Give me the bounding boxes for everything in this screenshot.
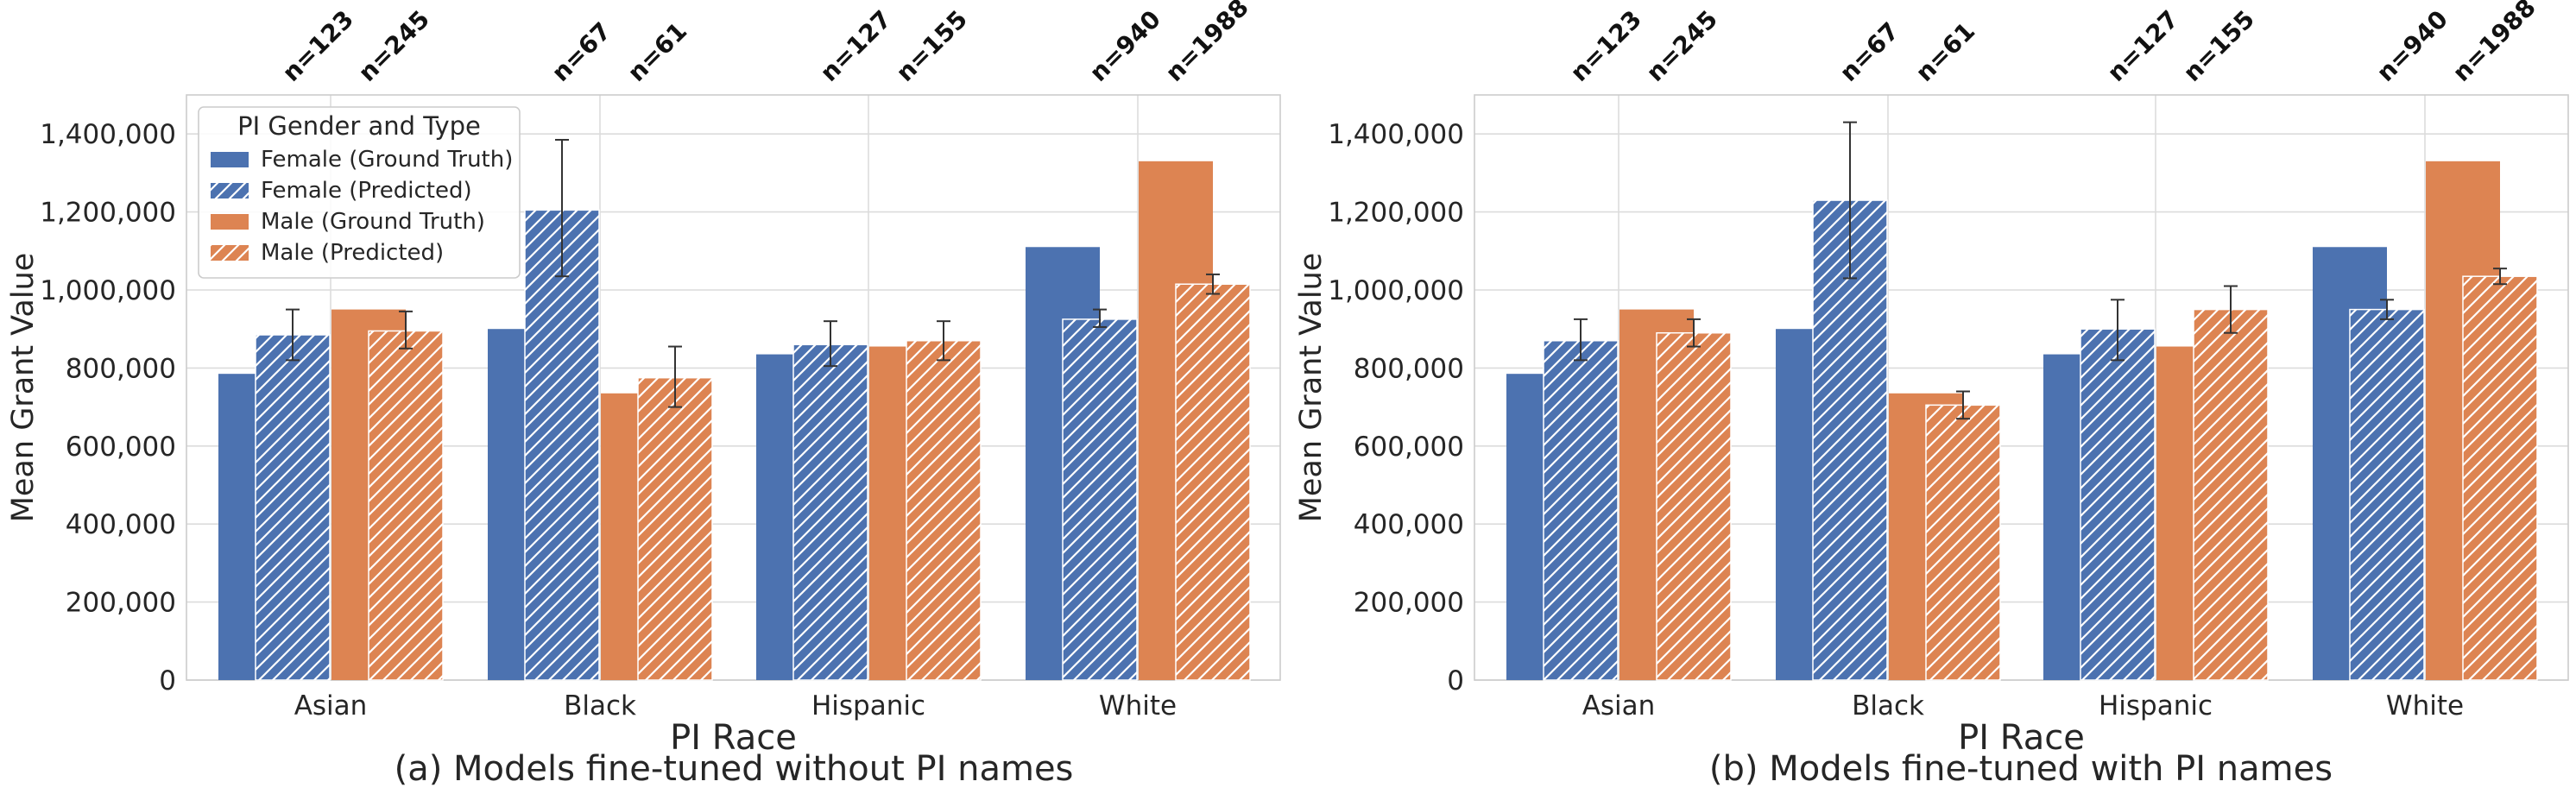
y-tick-label: 800,000 (1354, 353, 1464, 384)
x-axis-label: PI Race (670, 718, 797, 758)
sample-size-label: n=1988 (2447, 0, 2541, 87)
legend-entry-label: Female (Ground Truth) (261, 147, 513, 173)
legend-swatch (211, 214, 249, 230)
sample-size-label: n=123 (1565, 5, 1647, 87)
y-tick-label: 400,000 (1354, 509, 1464, 540)
bar-male-predicted-asian-hatch (369, 331, 443, 680)
legend-title: PI Gender and Type (237, 111, 481, 141)
y-tick-label: 1,200,000 (40, 198, 176, 229)
y-tick-label: 1,400,000 (40, 119, 176, 150)
sample-size-label: n=245 (1641, 5, 1723, 87)
x-tick-label: Hispanic (2099, 690, 2213, 722)
sample-size-label: n=155 (891, 5, 973, 87)
plot-frame (186, 94, 1281, 681)
sample-size-label: n=61 (622, 16, 693, 87)
sample-size-label: n=940 (2371, 5, 2453, 87)
y-tick-label: 1,000,000 (40, 275, 176, 306)
y-tick-label: 200,000 (66, 588, 176, 619)
x-tick-label: White (2386, 690, 2464, 722)
y-axis-label: Mean Grant Value (6, 253, 41, 523)
bar-female-predicted-black-hatch (1813, 200, 1887, 681)
bar-female-predicted-asian-hatch (1544, 340, 1618, 680)
y-axis-label: Mean Grant Value (1294, 253, 1329, 523)
sample-size-label: n=127 (815, 5, 897, 87)
y-tick-label: 400,000 (66, 509, 176, 540)
legend-entry-label: Female (Predicted) (261, 178, 472, 204)
chart-panel-b: 0 200,000 400,000 600,000 800,000 1,000,000 1,… (1294, 0, 2569, 789)
sample-size-label: n=123 (277, 5, 359, 87)
bar-female-predicted-black-hatch (525, 210, 599, 681)
x-tick-label: Hispanic (811, 690, 925, 722)
bar-female-predicted-hispanic-hatch (793, 344, 868, 680)
y-tick-label: 600,000 (66, 432, 176, 463)
sample-size-label: n=245 (353, 5, 435, 87)
y-tick-label: 0 (1447, 665, 1464, 696)
legend-entry-label: Male (Predicted) (261, 240, 444, 266)
x-axis-label: PI Race (1958, 718, 2085, 758)
bar-male-predicted-white-hatch (2463, 276, 2537, 680)
x-tick-label: Asian (1582, 690, 1656, 722)
sample-size-label: n=155 (2178, 5, 2260, 87)
bar-female-predicted-hispanic-hatch (2080, 329, 2155, 680)
y-tick-label: 1,200,000 (1328, 198, 1464, 229)
plot-frame (1474, 94, 2569, 681)
sample-size-label: n=1988 (1160, 0, 1254, 87)
bar-male-predicted-white-hatch (1176, 284, 1250, 680)
sample-size-label: n=127 (2102, 5, 2184, 87)
legend-box (198, 106, 521, 279)
legend: PI Gender and Type Female (Ground Truth) F… (198, 106, 521, 279)
legend-swatch-hatch (211, 245, 249, 261)
y-tick-label: 200,000 (1354, 588, 1464, 619)
y-tick-label: 600,000 (1354, 432, 1464, 463)
bar-male-predicted-black-hatch (638, 377, 712, 680)
x-tick-label: Asian (294, 690, 368, 722)
panel-caption: (b) Models fine-tuned with PI names (1709, 749, 2333, 789)
bar-male-predicted-hispanic-hatch (906, 340, 981, 680)
panel-caption: (a) Models fine-tuned without PI names (395, 749, 1074, 789)
y-tick-label: 1,000,000 (1328, 275, 1464, 306)
y-tick-label: 1,400,000 (1328, 119, 1464, 150)
bar-female-predicted-white-hatch (2350, 309, 2424, 680)
legend-entry-label: Male (Ground Truth) (261, 209, 485, 235)
sample-size-label: n=67 (546, 16, 617, 87)
chart-panel-a: 0 200,000 400,000 600,000 800,000 1,000,000 1,… (6, 0, 1281, 789)
legend-swatch-hatch (211, 183, 249, 198)
sample-size-label: n=61 (1910, 16, 1981, 87)
bar-male-predicted-hispanic-hatch (2194, 309, 2268, 680)
bar-female-predicted-asian-hatch (256, 334, 330, 680)
sample-size-label: n=67 (1834, 16, 1905, 87)
y-tick-label: 800,000 (66, 353, 176, 384)
bar-male-predicted-black-hatch (1926, 405, 2000, 680)
x-tick-label: Black (564, 690, 636, 722)
y-tick-label: 0 (159, 665, 176, 696)
x-tick-label: Black (1852, 690, 1924, 722)
bar-male-predicted-asian-hatch (1657, 332, 1731, 680)
bar-female-predicted-white-hatch (1063, 318, 1137, 680)
sample-size-label: n=940 (1084, 5, 1166, 87)
legend-swatch (211, 152, 249, 167)
x-tick-label: White (1099, 690, 1177, 722)
